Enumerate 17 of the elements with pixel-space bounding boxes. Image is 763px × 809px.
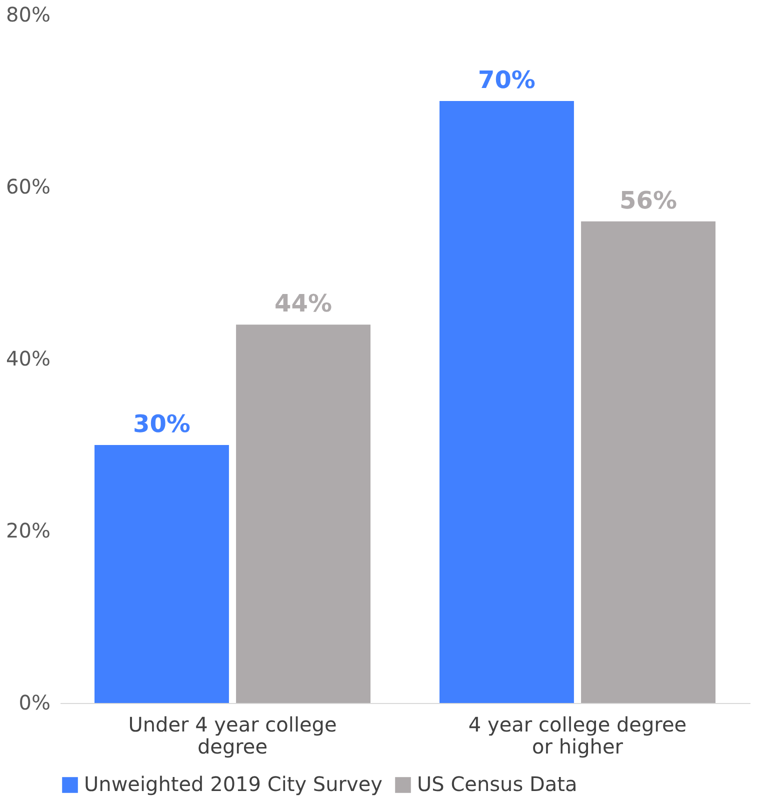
legend-label: US Census Data [417,772,578,796]
text: 70% [478,66,536,94]
bar [236,324,370,703]
x-tick-label: 4 year college degree or higher [468,712,687,758]
bar [94,445,229,703]
bar [581,221,716,703]
y-tick-label: 0% [18,690,50,714]
y-tick-label: 40% [6,346,50,370]
legend-label: Unweighted 2019 City Survey [84,772,383,796]
text: 30% [133,410,190,438]
x-tick-label: Under 4 year college degree [128,712,337,758]
y-tick-label: 60% [6,174,50,198]
y-tick-label: 20% [6,518,50,542]
y-tick-label: 80% [6,2,50,26]
text: 56% [620,186,677,214]
text: 44% [274,290,332,318]
bar [440,101,574,703]
